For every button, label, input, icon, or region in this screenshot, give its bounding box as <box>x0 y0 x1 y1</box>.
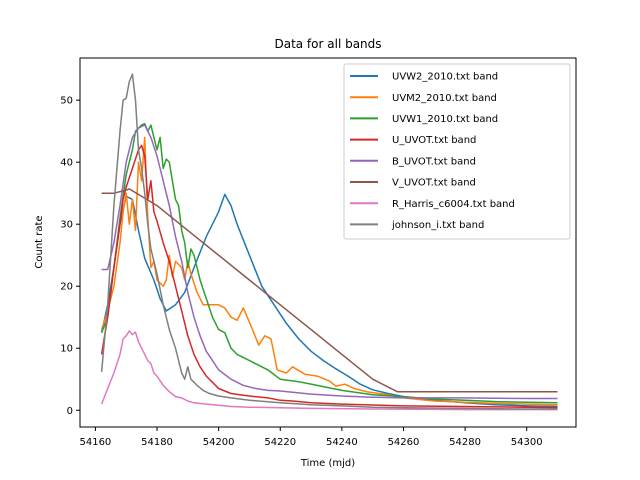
legend-label: U_UVOT.txt band <box>392 135 476 146</box>
series-line-6 <box>100 330 558 411</box>
x-tick-label: 54220 <box>264 437 296 448</box>
chart-title: Data for all bands <box>274 37 381 51</box>
x-tick-label: 54300 <box>511 437 543 448</box>
legend-label: B_UVOT.txt band <box>392 156 476 167</box>
legend-label: R_Harris_c6004.txt band <box>392 199 515 210</box>
series-line-3 <box>100 144 558 409</box>
y-tick-label: 30 <box>60 220 73 231</box>
series-line-5 <box>101 188 558 393</box>
legend: UVW2_2010.txt band UVM2_2010.txt band UVW1… <box>343 63 571 240</box>
y-axis: 0 10 20 30 40 50 <box>60 96 80 417</box>
x-tick-label: 54200 <box>203 437 235 448</box>
legend-label: UVW2_2010.txt band <box>392 72 498 83</box>
y-tick-label: 0 <box>67 406 73 417</box>
x-tick-label: 54240 <box>326 437 358 448</box>
x-axis-label: Time (mjd) <box>300 458 355 469</box>
legend-label: UVM2_2010.txt band <box>392 93 497 104</box>
x-tick-label: 54260 <box>388 437 420 448</box>
x-tick-label: 54280 <box>449 437 481 448</box>
y-tick-label: 50 <box>60 96 73 107</box>
y-tick-label: 10 <box>60 344 73 355</box>
legend-box <box>343 63 571 240</box>
legend-label: johnson_i.txt band <box>391 220 484 231</box>
series-line-4 <box>101 124 558 400</box>
x-axis: 54160 54180 54200 54220 54240 54260 54280 54300 <box>79 427 543 448</box>
plot-frame <box>79 57 577 428</box>
y-tick-label: 20 <box>60 282 73 293</box>
series-line-7 <box>100 73 558 410</box>
series-layer <box>100 73 558 411</box>
x-tick-label: 54180 <box>141 437 173 448</box>
y-axis-label: Count rate <box>34 215 45 268</box>
series-line-2 <box>100 122 558 404</box>
x-tick-label: 54160 <box>79 437 111 448</box>
legend-label: V_UVOT.txt band <box>392 178 476 189</box>
y-tick-label: 40 <box>60 158 73 169</box>
series-line-0 <box>100 193 558 408</box>
legend-label: UVW1_2010.txt band <box>392 114 498 125</box>
